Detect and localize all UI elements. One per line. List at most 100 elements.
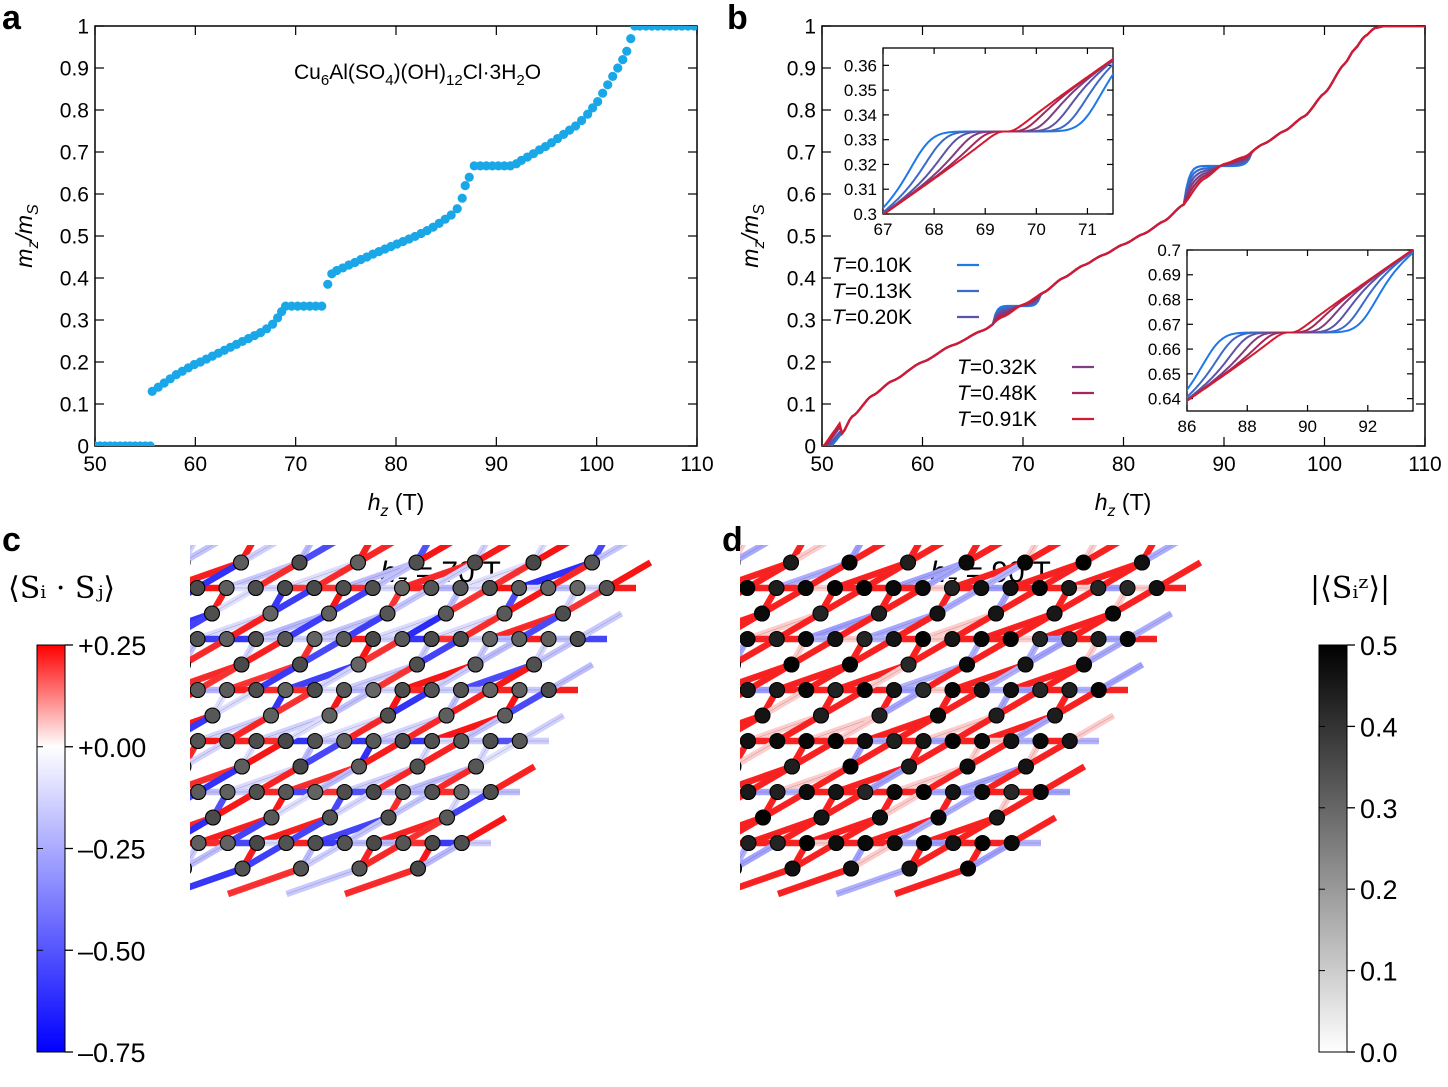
spin-site	[930, 504, 945, 519]
bond-outline	[94, 384, 109, 410]
inset-xtick-label: 69	[976, 220, 995, 239]
spin-site	[365, 428, 380, 443]
spin-site	[565, 734, 580, 749]
spin-site	[189, 428, 204, 443]
bond-outline	[0, 614, 37, 640]
spin-site	[871, 402, 886, 417]
bond-outline	[190, 613, 213, 627]
bond-outline	[80, 512, 153, 538]
bond-outline	[689, 563, 733, 589]
bond	[445, 384, 460, 410]
bond-outline	[675, 639, 690, 665]
spin-site	[657, 377, 672, 392]
panel-a-xtick-label: 50	[83, 453, 106, 476]
panel-b-xtick-label: 80	[1112, 453, 1135, 476]
spin-site	[696, 606, 711, 621]
spin-site	[29, 504, 44, 519]
bond	[329, 486, 344, 512]
panel-a-xtick-label: 60	[184, 453, 207, 476]
bond-outline	[329, 791, 374, 818]
bond-outline	[864, 512, 937, 538]
bond	[616, 537, 660, 563]
bond	[328, 384, 372, 410]
spin-site	[277, 630, 294, 648]
bond	[36, 486, 80, 512]
bond-outline	[109, 512, 153, 538]
spin-site	[915, 783, 932, 801]
spin-site	[336, 783, 353, 801]
spin-site	[147, 810, 162, 825]
spin-site	[481, 630, 499, 648]
spin-site	[871, 707, 888, 724]
bond-outline	[982, 766, 1027, 793]
bond	[601, 512, 645, 538]
spin-site	[488, 545, 491, 546]
bond-outline	[138, 461, 182, 487]
spin-site	[768, 579, 785, 597]
bond	[617, 843, 661, 869]
spin-site	[783, 656, 800, 673]
spin-site	[1003, 783, 1020, 801]
bond-outline	[241, 435, 256, 461]
spin-site	[651, 428, 666, 443]
bond	[761, 384, 776, 410]
spin-site	[1090, 630, 1107, 648]
spin-site	[511, 479, 526, 494]
bond-outline	[51, 512, 95, 538]
spin-site	[145, 402, 160, 417]
spin-site	[841, 656, 859, 673]
bond-outline	[1142, 435, 1157, 461]
bond-outline	[732, 435, 747, 461]
panel-b-xlabel: hz (T)	[1095, 489, 1152, 520]
spin-site	[463, 708, 478, 723]
bond	[632, 818, 705, 844]
bond	[659, 512, 703, 538]
spin-site	[365, 834, 383, 852]
spin-site	[856, 630, 873, 648]
spin-site	[639, 810, 654, 825]
bond-outline	[688, 410, 761, 436]
bond-outline	[96, 690, 140, 716]
bond	[1171, 486, 1215, 512]
bond-outline	[504, 486, 548, 512]
bond-outline	[0, 767, 8, 793]
bond-outline	[328, 587, 373, 614]
bond	[446, 486, 490, 512]
bond-outline	[1040, 664, 1085, 691]
spin-site	[740, 681, 756, 699]
bond	[446, 486, 461, 512]
bond-outline	[519, 613, 564, 640]
spin-site	[438, 402, 453, 417]
bond	[966, 435, 1010, 461]
bond-outline	[432, 766, 477, 793]
colorbar-d-ticks: 0.50.40.30.20.10.0	[1319, 631, 1398, 1068]
bond-outline	[762, 486, 806, 512]
bond-outline	[446, 791, 491, 818]
spin-site	[580, 708, 595, 723]
bond	[644, 384, 659, 410]
bond-outline	[664, 359, 708, 385]
bond-outline	[645, 486, 689, 512]
bond-outline	[36, 486, 51, 512]
inset-xtick-label: 68	[925, 220, 944, 239]
spin-site	[857, 834, 874, 852]
spin-site	[493, 861, 508, 876]
bond	[529, 792, 573, 818]
bond-outline	[703, 486, 718, 512]
spin-site	[376, 861, 391, 876]
spin-site	[569, 428, 584, 443]
spin-site	[681, 428, 696, 443]
bond	[372, 359, 416, 385]
bond-outline	[547, 359, 591, 385]
spin-site	[394, 783, 412, 801]
bond	[21, 461, 65, 487]
bond-outline	[835, 613, 880, 640]
bond-outline	[1040, 512, 1113, 538]
spin-site	[686, 428, 701, 443]
bond	[548, 512, 621, 538]
bond-outline	[446, 486, 461, 512]
bond	[631, 614, 704, 640]
bond	[1083, 435, 1098, 461]
spin-site	[885, 579, 902, 597]
spin-site	[871, 504, 886, 519]
